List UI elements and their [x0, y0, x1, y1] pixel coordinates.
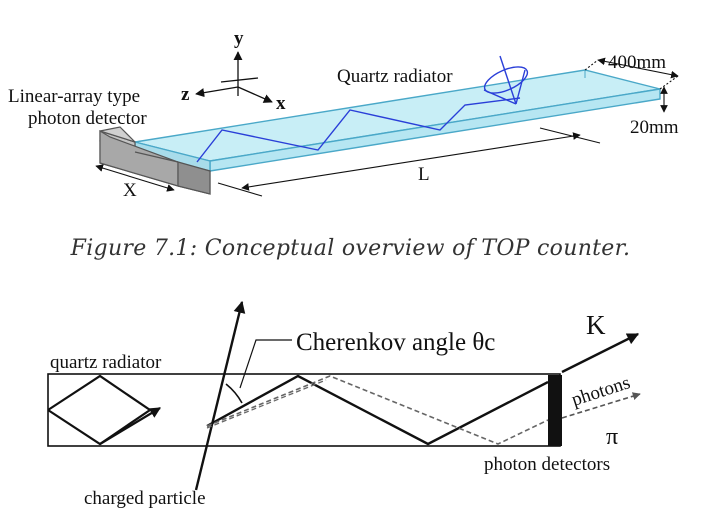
- length-label: L: [418, 164, 430, 185]
- charged-particle-track: [194, 300, 246, 491]
- cherenkov-label: Cherenkov angle θc: [296, 329, 495, 356]
- pion-label: π: [606, 424, 618, 450]
- thickness-label: 20mm: [630, 117, 679, 138]
- bottom-radiator-label: quartz radiator: [50, 352, 162, 373]
- figure-caption: Figure 7.1: Conceptual overview of TOP c…: [70, 236, 631, 261]
- detector-width-dimension: [95, 164, 175, 192]
- width-dimension: [584, 57, 679, 90]
- kaon-photon-path: [206, 374, 549, 446]
- axis-z-label: z: [181, 84, 190, 105]
- detector-label-line1: Linear-array type: [8, 86, 140, 107]
- top-diagram: y z x Linear-array type: [8, 28, 679, 201]
- particle-label: charged particle: [84, 488, 206, 509]
- cherenkov-leader: [239, 339, 292, 389]
- coordinate-axes: [195, 51, 273, 103]
- detectors-label: photon detectors: [484, 454, 610, 475]
- bottom-diagram: Cherenkov angle θc K photons π quartz ra…: [47, 300, 641, 509]
- cherenkov-angle-arc: [225, 383, 243, 404]
- photons-label: photons: [569, 372, 633, 411]
- pion-photon-path: [206, 375, 549, 445]
- radiator-label: Quartz radiator: [337, 66, 453, 87]
- cherenkov-cone: [483, 55, 529, 105]
- length-dimension: [217, 127, 601, 197]
- axis-y-label: y: [234, 28, 244, 49]
- detector-width-label: X: [123, 180, 137, 201]
- prior-photon-path: [47, 374, 152, 446]
- photon-detector-bar: [548, 375, 562, 446]
- photon-path: [196, 97, 521, 163]
- quartz-radiator-box: [47, 373, 561, 447]
- kaon-label: K: [586, 310, 606, 340]
- width-label: 400mm: [608, 52, 666, 73]
- detector-label-line2: photon detector: [28, 108, 147, 129]
- axis-x-label: x: [276, 93, 286, 114]
